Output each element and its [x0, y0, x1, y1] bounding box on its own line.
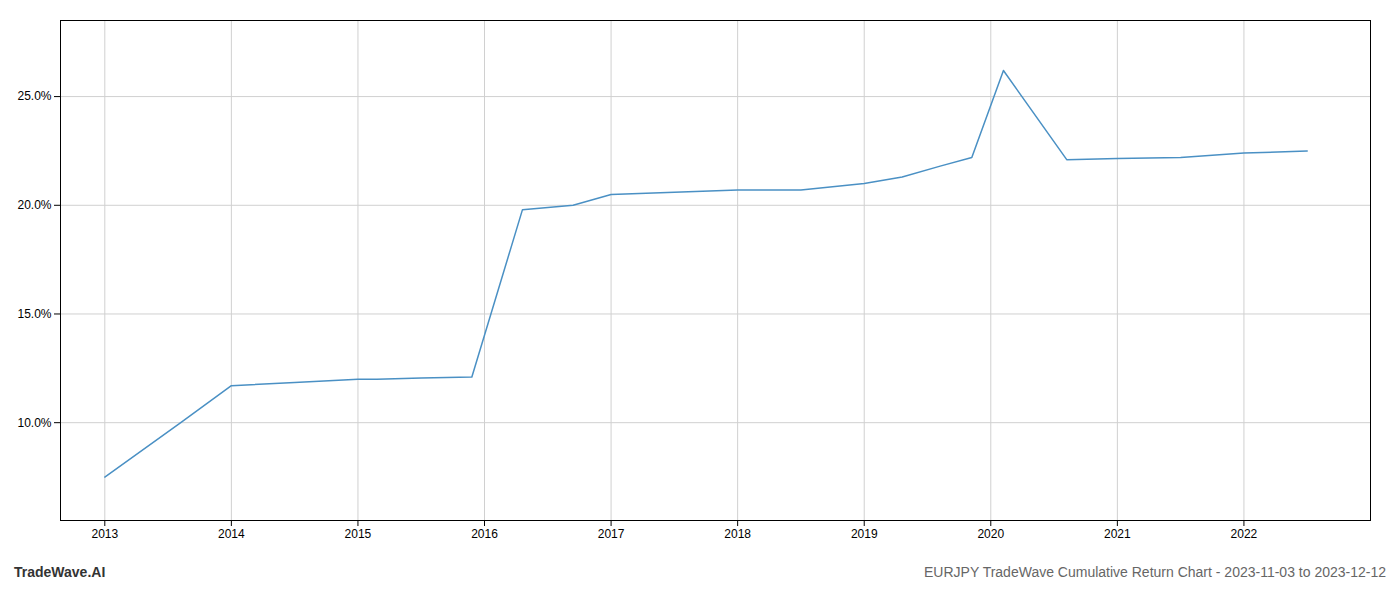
- html-text:EURJPY TradeWave Cumulative Re: EURJPY TradeWave Cumulative Return Chart…: [924, 564, 1386, 580]
- svg-text:2021: 2021: [1104, 527, 1131, 541]
- svg-text:2017: 2017: [598, 527, 625, 541]
- svg-text:2020: 2020: [977, 527, 1004, 541]
- svg-text:20.0%: 20.0%: [17, 198, 51, 212]
- svg-text:2014: 2014: [218, 527, 245, 541]
- svg-text:2016: 2016: [471, 527, 498, 541]
- svg-text:10.0%: 10.0%: [17, 416, 51, 430]
- svg-text:2013: 2013: [91, 527, 118, 541]
- svg-text:2018: 2018: [724, 527, 751, 541]
- svg-text:2019: 2019: [851, 527, 878, 541]
- svg-text:2015: 2015: [345, 527, 372, 541]
- svg-text:15.0%: 15.0%: [17, 307, 51, 321]
- html-text:TradeWave.AI: TradeWave.AI: [14, 564, 106, 580]
- svg-text:2022: 2022: [1231, 527, 1258, 541]
- svg-text:25.0%: 25.0%: [17, 89, 51, 103]
